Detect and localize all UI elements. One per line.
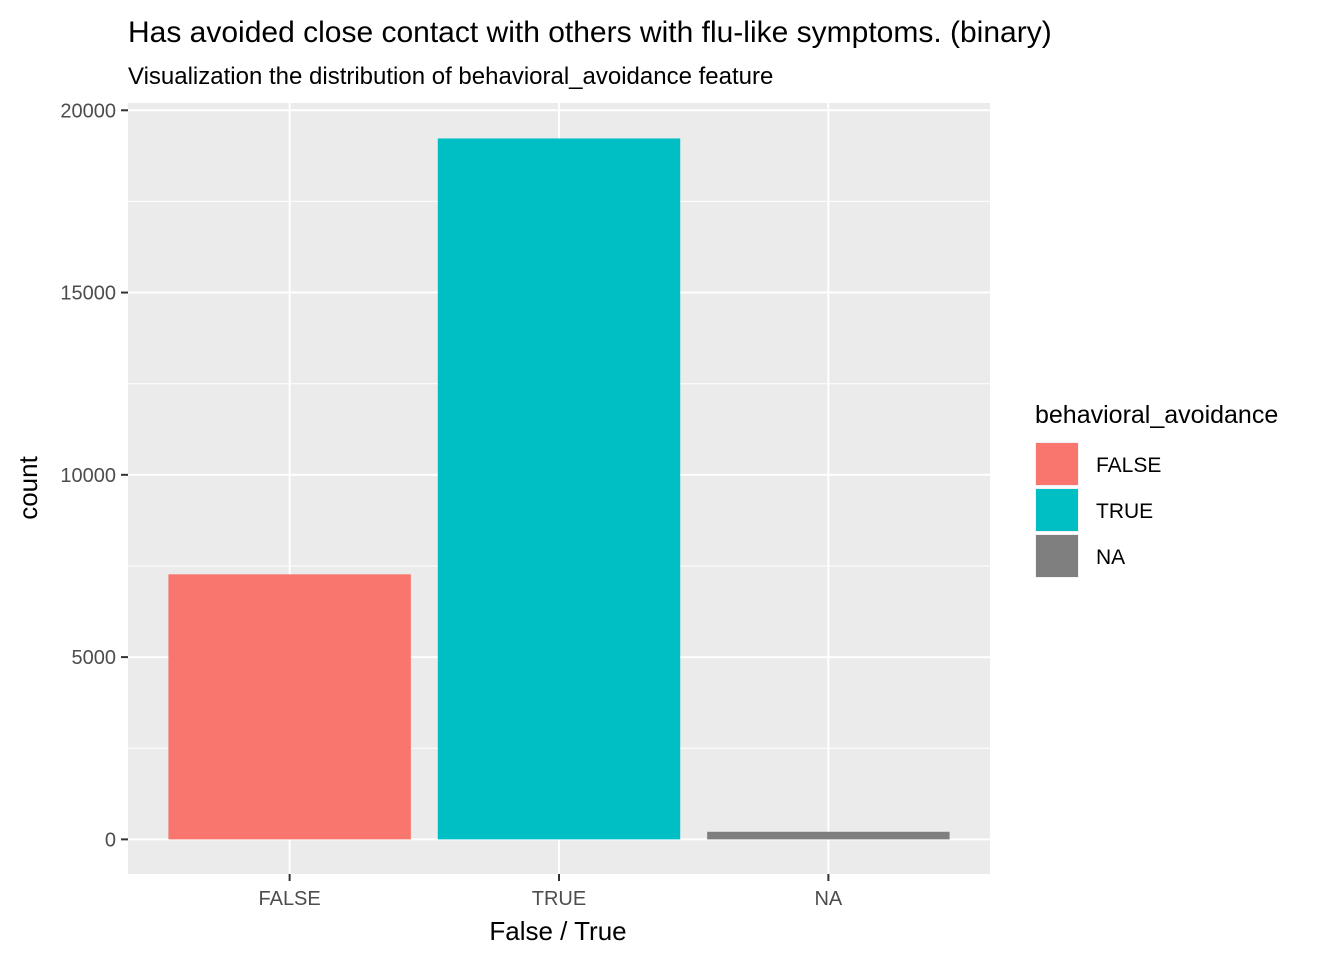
- legend-items: FALSE TRUE NA: [1035, 442, 1161, 578]
- legend-label-false: FALSE: [1096, 454, 1161, 477]
- y-axis: 0 5000 10000 15000 20000: [60, 100, 128, 851]
- y-axis-title: count: [13, 455, 43, 519]
- y-tick-label: 0: [105, 829, 116, 851]
- y-tick-label: 15000: [60, 283, 116, 305]
- x-axis: FALSE TRUE NA: [258, 874, 843, 910]
- y-tick-label: 20000: [60, 100, 116, 122]
- legend-label-true: TRUE: [1096, 500, 1153, 523]
- y-tick-label: 5000: [72, 647, 117, 669]
- x-tick-label-false: FALSE: [258, 888, 320, 910]
- x-tick-label-true: TRUE: [532, 888, 586, 910]
- bars: [168, 138, 950, 840]
- bar-na: [707, 831, 950, 840]
- chart-subtitle: Visualization the distribution of behavi…: [128, 63, 773, 90]
- y-tick-label: 10000: [60, 465, 116, 487]
- x-tick-label-na: NA: [814, 888, 842, 910]
- legend-swatch-true: [1036, 489, 1078, 531]
- chart-title: Has avoided close contact with others wi…: [128, 16, 1052, 49]
- legend-title: behavioral_avoidance: [1035, 401, 1278, 429]
- bar-false: [168, 574, 411, 840]
- legend: behavioral_avoidance FALSE TRUE NA: [1035, 401, 1278, 578]
- legend-swatch-false: [1036, 443, 1078, 485]
- bar-true: [437, 138, 681, 840]
- x-axis-title: False / True: [489, 916, 626, 946]
- legend-label-na: NA: [1096, 546, 1125, 569]
- legend-swatch-na: [1036, 535, 1078, 577]
